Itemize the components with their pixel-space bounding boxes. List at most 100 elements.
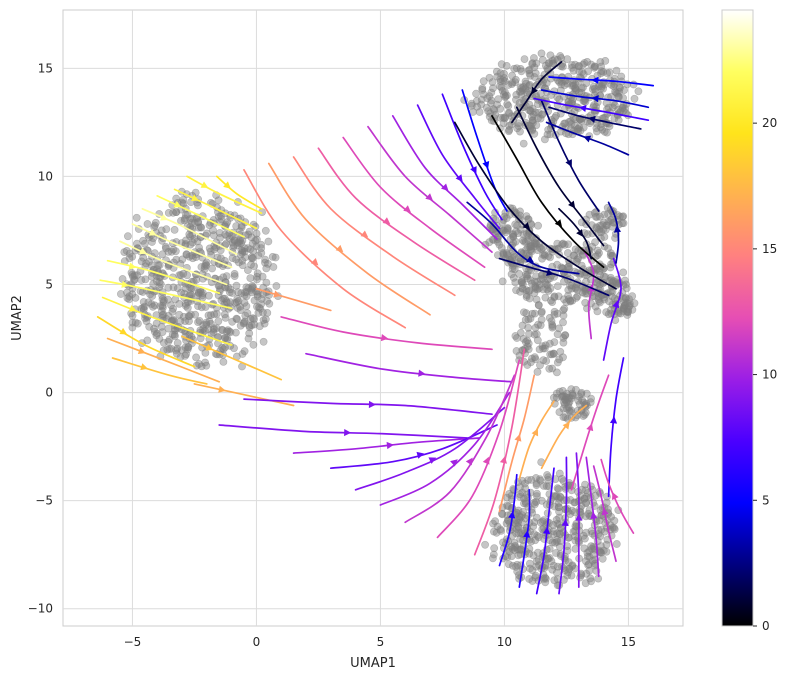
x-tick-label: −5	[124, 635, 142, 649]
cell-point	[603, 69, 611, 77]
cell-point	[581, 579, 590, 588]
x-tick-labels: −5 0 5 10 15	[124, 635, 636, 649]
cell-point	[596, 270, 605, 279]
cell-point	[555, 520, 564, 529]
cell-point	[566, 117, 575, 126]
cell-point	[612, 540, 621, 548]
cell-point	[615, 93, 623, 101]
cell-point	[621, 293, 630, 302]
cell-point	[534, 301, 543, 310]
streamline-arrow	[465, 457, 473, 466]
cell-point	[559, 239, 567, 248]
cell-point	[485, 73, 494, 82]
cell-point	[516, 127, 524, 136]
cell-point	[562, 404, 571, 413]
streamline-arrow	[554, 219, 563, 227]
cell-point	[579, 60, 587, 69]
cell-point	[176, 271, 185, 279]
cell-point	[542, 357, 551, 365]
cell-point	[553, 568, 561, 577]
cell-point	[544, 286, 553, 295]
cell-point	[582, 512, 590, 521]
cell-point	[232, 255, 240, 264]
streamline-arrow	[173, 200, 182, 208]
cell-point	[228, 232, 236, 240]
cell-point	[543, 130, 552, 139]
cell-point	[200, 265, 209, 274]
cell-point	[545, 545, 554, 553]
streamline-arrow	[273, 290, 281, 298]
cell-point	[478, 86, 487, 94]
streamline-arrow	[386, 441, 394, 450]
streamline-arrow	[562, 421, 570, 430]
streamline-arrow	[455, 174, 463, 182]
cell-point	[559, 318, 567, 327]
streamline-arrow	[583, 135, 592, 143]
cell-point	[262, 264, 271, 273]
x-axis-label: UMAP1	[350, 656, 396, 671]
streamline-arrow	[380, 334, 389, 342]
cell-point	[518, 284, 527, 293]
cell-point	[204, 291, 213, 300]
cell-point	[509, 239, 518, 247]
cell-point	[182, 350, 190, 359]
cell-point	[559, 413, 568, 421]
cell-point	[569, 81, 578, 90]
cell-point	[584, 67, 592, 76]
cell-point	[558, 62, 567, 71]
cell-point	[228, 317, 237, 326]
cell-point	[580, 494, 589, 503]
cell-point	[182, 236, 190, 245]
cell-point	[148, 302, 157, 311]
cell-point	[518, 488, 527, 497]
cell-point	[529, 551, 538, 560]
cell-point	[561, 395, 570, 404]
cell-point	[600, 127, 609, 136]
cell-point	[186, 290, 195, 298]
cell-point	[530, 530, 539, 538]
cell-point	[242, 288, 251, 296]
y-tick-label: 5	[45, 277, 53, 291]
cell-point	[587, 60, 595, 69]
streamline-arrow	[586, 423, 594, 432]
cell-point	[261, 258, 269, 267]
cell-point	[524, 315, 533, 324]
streamline-arrow	[609, 416, 618, 424]
streamline-arrow	[565, 159, 572, 167]
cell-point	[244, 284, 253, 293]
streamline-arrow	[450, 459, 458, 467]
cell-point	[516, 207, 524, 216]
cell-point	[159, 338, 168, 347]
cell-point	[226, 298, 235, 307]
cell-point	[609, 277, 618, 285]
cell-point	[608, 287, 617, 296]
streamline	[173, 188, 258, 230]
cell-point	[528, 309, 537, 318]
cell-point	[122, 246, 131, 255]
streamline-arrow	[223, 181, 231, 189]
cell-point	[575, 400, 584, 409]
streamline-arrow	[382, 217, 391, 225]
cell-point	[485, 92, 494, 101]
streamline	[141, 207, 238, 256]
cell-point	[161, 242, 170, 251]
streamline-arrow	[561, 518, 569, 526]
cell-point	[533, 489, 541, 498]
streamline	[186, 175, 263, 215]
streamline-arrow	[128, 262, 137, 270]
cell-point	[630, 94, 639, 103]
cell-point	[250, 262, 258, 271]
streamline-arrow	[576, 229, 584, 237]
cell-point	[550, 393, 558, 402]
cell-point	[600, 295, 609, 304]
cell-point	[246, 274, 255, 282]
cell-point	[240, 347, 249, 356]
cell-point	[261, 255, 269, 264]
cell-point	[253, 275, 261, 284]
cell-point	[217, 325, 226, 334]
colorbar-tick-label: 5	[762, 493, 770, 507]
cell-point	[539, 575, 548, 583]
cell-point	[467, 101, 476, 110]
cell-point	[501, 77, 509, 86]
cell-point	[550, 338, 559, 346]
